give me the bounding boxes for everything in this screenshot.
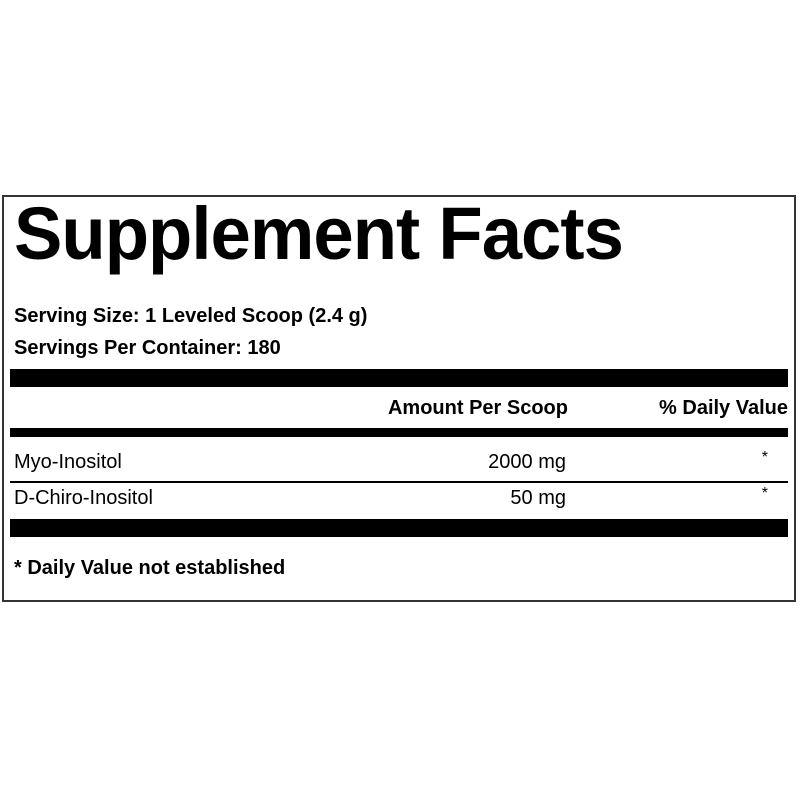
thick-divider: [10, 369, 788, 387]
daily-value-column-header: % Daily Value: [659, 397, 788, 419]
thick-divider: [10, 519, 788, 537]
ingredient-name: D-Chiro-Inositol: [14, 487, 153, 509]
ingredient-amount: 2000 mg: [488, 451, 566, 473]
amount-column-header: Amount Per Scoop: [387, 397, 568, 419]
footnote: * Daily Value not established: [14, 557, 286, 579]
supplement-facts-panel: Supplement Facts Serving Size: 1 Leveled…: [2, 192, 796, 602]
panel-title: Supplement Facts: [14, 192, 624, 275]
serving-size: Serving Size: 1 Leveled Scoop (2.4 g): [14, 305, 368, 327]
ingredient-dv: *: [761, 449, 768, 466]
thin-divider: [10, 481, 788, 483]
ingredient-amount: 50 mg: [510, 487, 566, 509]
ingredient-name: Myo-Inositol: [14, 451, 122, 473]
ingredient-dv: *: [761, 485, 768, 502]
servings-per-container: Servings Per Container: 180: [14, 337, 281, 359]
medium-divider: [10, 428, 788, 437]
